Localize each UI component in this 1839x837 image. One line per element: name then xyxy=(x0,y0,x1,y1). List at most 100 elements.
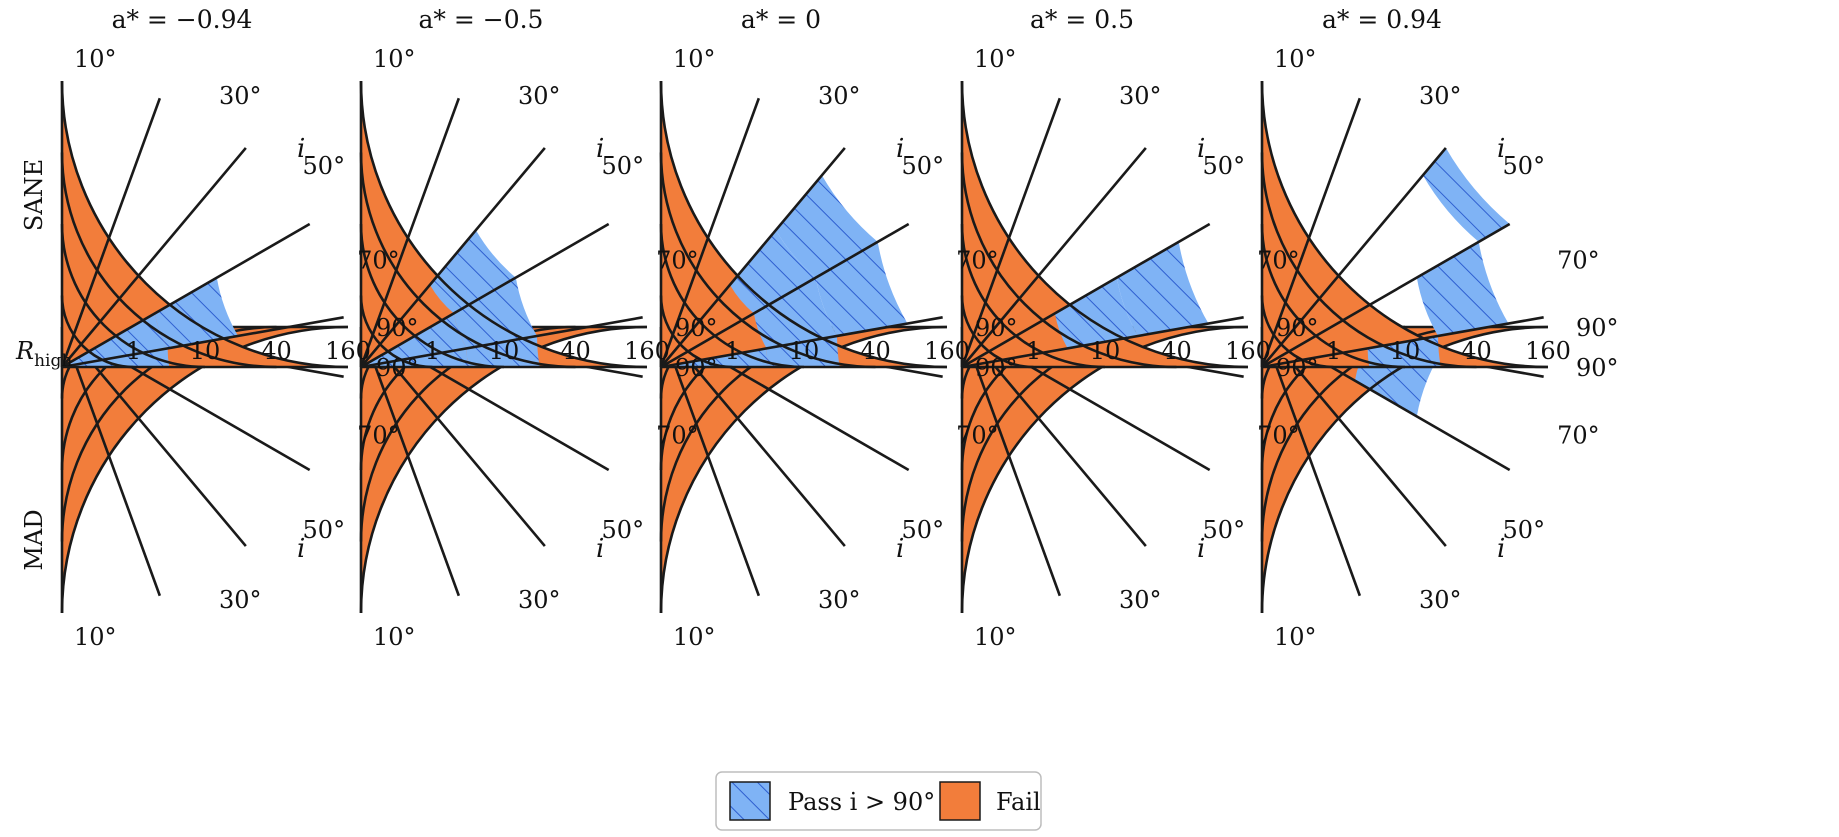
spin-title: a* = −0.94 xyxy=(112,5,253,34)
spoke-gridline xyxy=(960,326,1062,597)
spoke-gridline xyxy=(359,97,461,368)
ring-gridline xyxy=(1260,295,1334,369)
ring-gridline xyxy=(359,295,433,369)
r-high-tick-label: 10 xyxy=(789,337,820,365)
spin-title: a* = 0.94 xyxy=(1322,5,1442,34)
inclination-tick-label: 50° xyxy=(1203,152,1246,180)
inclination-tick-label: 10° xyxy=(373,45,416,73)
ring-gridline xyxy=(359,80,648,369)
r-high-tick-label: 1 xyxy=(425,337,440,365)
inclination-axis-label: i xyxy=(1197,534,1205,564)
inclination-tick-label: 70° xyxy=(1257,247,1300,275)
r-high-tick-label: 10 xyxy=(1390,337,1421,365)
spoke-gridline xyxy=(1261,222,1511,369)
inclination-tick-label: 90° xyxy=(376,314,419,342)
inclination-tick-label: 90° xyxy=(1576,314,1619,342)
inclination-tick-label: 30° xyxy=(1419,82,1462,110)
ring-gridline xyxy=(960,325,1249,614)
ring-gridline xyxy=(1260,223,1406,369)
inclination-tick-label: 30° xyxy=(818,82,861,110)
ring-gridline xyxy=(960,295,1034,369)
inclination-tick-label: 30° xyxy=(219,586,262,614)
ring-gridline xyxy=(960,223,1106,369)
r-high-tick-label: 40 xyxy=(1461,337,1492,365)
spoke-gridline xyxy=(360,316,643,369)
spoke-gridline xyxy=(961,222,1211,369)
inclination-tick-label: 70° xyxy=(1557,421,1600,449)
spoke-gridline xyxy=(360,147,546,368)
r-high-tick-label: 160 xyxy=(924,337,970,365)
inclination-tick-label: 10° xyxy=(1274,623,1317,651)
sane-fail-background xyxy=(1262,327,1548,613)
mad-pass-cell xyxy=(429,230,516,314)
mad-pass-cell xyxy=(453,277,538,349)
inclination-tick-label: 30° xyxy=(1119,586,1162,614)
r-high-tick-label: 1 xyxy=(126,337,141,365)
inclination-tick-label: 90° xyxy=(376,354,419,382)
ring-gridline xyxy=(359,223,505,369)
mad-fail-background xyxy=(62,81,348,367)
inclination-tick-label: 90° xyxy=(975,314,1018,342)
inclination-tick-label: 70° xyxy=(656,247,699,275)
labels-layer: a* = −0.94 10° 30° 50° 70° 90° i 10° 30° 50° 70° 90… xyxy=(15,5,1619,651)
inclination-axis-label: i xyxy=(596,134,604,164)
mad-pass-cell xyxy=(154,277,239,349)
r-high-tick-label: 160 xyxy=(1525,337,1571,365)
spin-title: a* = 0.5 xyxy=(1030,5,1134,34)
inclination-tick-label: 10° xyxy=(673,623,716,651)
mad-fail-background xyxy=(1262,81,1548,367)
mad-pass-cell xyxy=(62,313,168,367)
mad-panel-2 xyxy=(359,80,648,369)
spoke-gridline xyxy=(660,316,943,369)
sane-fail-background xyxy=(361,327,647,613)
spoke-gridline xyxy=(1261,147,1447,368)
spoke-gridline xyxy=(659,97,761,368)
spoke-gridline xyxy=(61,222,311,369)
inclination-axis-label: i xyxy=(896,534,904,564)
inclination-tick-label: 10° xyxy=(373,623,416,651)
mad-fail-background xyxy=(661,81,947,367)
ring-gridline xyxy=(60,223,206,369)
inclination-tick-label: 90° xyxy=(1576,354,1619,382)
inclination-tick-label: 90° xyxy=(675,314,718,342)
spin-title: a* = 0 xyxy=(741,5,821,34)
spoke-gridline xyxy=(360,222,610,369)
r-high-tick-label: 160 xyxy=(1225,337,1271,365)
r-high-tick-label: 40 xyxy=(1161,337,1192,365)
ring-gridline xyxy=(1260,325,1549,614)
spoke-gridline xyxy=(961,147,1147,368)
inclination-tick-label: 10° xyxy=(74,45,117,73)
inclination-tick-label: 30° xyxy=(219,82,262,110)
legend-swatch-fail xyxy=(939,781,981,821)
spoke-gridline xyxy=(961,316,1244,369)
spoke-gridline xyxy=(359,326,461,597)
ring-gridline xyxy=(1260,325,1477,542)
inclination-tick-label: 10° xyxy=(974,45,1017,73)
legend-label-fail: Fail xyxy=(996,788,1041,816)
inclination-axis-label: i xyxy=(297,534,305,564)
r-high-axis-label: Rhigh xyxy=(15,337,72,371)
mad-pass-cell xyxy=(729,230,816,314)
mad-pass-cell xyxy=(1054,277,1139,349)
r-high-tick-label: 160 xyxy=(325,337,371,365)
mad-panel-4 xyxy=(960,80,1249,369)
ring-gridline xyxy=(659,80,948,369)
spoke-gridline xyxy=(60,326,162,597)
sane-panel-2 xyxy=(359,325,648,614)
spoke-gridline xyxy=(61,316,344,369)
inclination-tick-label: 30° xyxy=(1419,586,1462,614)
inclination-tick-label: 30° xyxy=(518,82,561,110)
r-high-tick-label: 10 xyxy=(190,337,221,365)
inclination-tick-label: 70° xyxy=(357,247,400,275)
spoke-gridline xyxy=(1260,326,1362,597)
inclination-tick-label: 50° xyxy=(303,152,346,180)
inclination-tick-label: 50° xyxy=(1503,516,1546,544)
inclination-tick-label: 50° xyxy=(1503,152,1546,180)
inclination-tick-label: 70° xyxy=(1557,247,1600,275)
inclination-tick-label: 10° xyxy=(673,45,716,73)
inclination-axis-label: i xyxy=(1497,134,1505,164)
r-high-tick-label: 10 xyxy=(1090,337,1121,365)
sane-panel-1 xyxy=(60,325,349,614)
